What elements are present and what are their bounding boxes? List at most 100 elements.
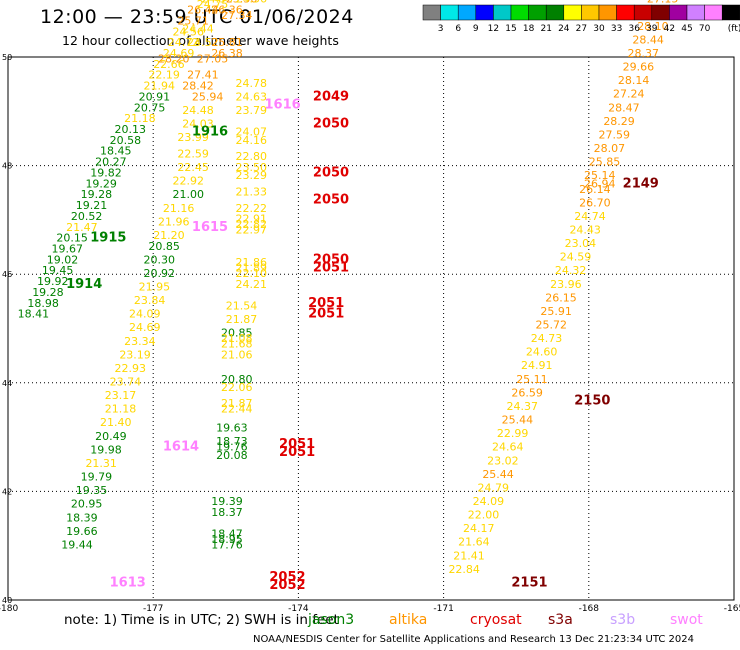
pass-time-label: 1616 [265,98,301,113]
wave-height-label: 22.91 [235,213,266,226]
wave-height-label: 21.95 [139,280,171,293]
pass-time-label: 1914 [66,277,102,292]
wave-height-label: 24.78 [235,77,266,90]
wave-height-label: 24.63 [235,90,266,103]
wave-height-label: 26.59 [511,386,543,399]
colorbar-tick: 12 [488,24,499,34]
wave-height-label: 21.89 [235,261,266,274]
wave-height-label: 22.10 [235,267,266,280]
wave-height-label: 24.17 [463,522,495,535]
wave-height-label: 21.86 [235,256,266,269]
wave-height-label: 20.49 [95,430,127,443]
wave-height-label: 24.32 [555,264,587,277]
plot-frame [7,56,735,601]
wave-height-label: 27.24 [613,88,645,101]
wave-height-label: 21.54 [226,299,257,312]
pass-time-label: 2050 [313,165,349,180]
wave-height-label: 20.30 [144,253,176,266]
wave-height-label: 19.28 [32,286,64,299]
pass-time-label: 1613 [110,575,146,590]
legend-swot: swot [670,612,703,628]
wave-height-label: 23.84 [134,294,166,307]
wave-height-label: 25.44 [482,468,514,481]
wave-height-label: 25.72 [536,319,568,332]
colorbar-swatch [581,4,600,21]
wave-height-label: 26.70 [579,196,611,209]
wave-height-label: 21.40 [100,416,131,429]
colorbar-swatch [669,4,688,21]
wave-height-label: 23.79 [235,104,266,117]
wave-height-label: 18.37 [211,506,243,519]
wave-height-label: 24.79 [477,481,509,494]
wave-height-label: 23.34 [124,335,156,348]
colorbar-swatch [493,4,512,21]
wave-height-label: 26.38 [211,47,243,60]
pass-time-label: 2051 [308,307,344,322]
wave-height-label: 28.07 [594,142,626,155]
wave-height-label: 22.66 [153,58,185,71]
wave-height-label: 19.76 [216,441,248,454]
wave-height-label: 22.92 [173,175,205,188]
wave-height-label: 24.09 [473,495,505,508]
colorbar-swatch [704,4,723,21]
pass-time-label: 2051 [308,296,344,311]
wave-height-label: 23.99 [177,131,209,144]
pass-time-label: 1916 [192,125,228,140]
wave-height-label: 28.10 [637,20,669,33]
colorbar-swatch [616,4,635,21]
pass-time-label: 2150 [574,394,610,409]
wave-height-label: 24.91 [521,359,553,372]
wave-height-label: 25.14 [584,169,616,182]
wave-height-label: 19.21 [76,199,108,212]
colorbar-tick: 30 [593,24,605,34]
wave-height-label: 28.42 [182,80,214,93]
wave-height-label: 21.33 [235,185,266,198]
wave-height-label: 25.44 [502,414,534,427]
colorbar-tick: 3 [438,24,444,34]
wave-height-label: 18.41 [18,308,50,321]
legend-cryosat: cryosat [470,612,522,628]
wave-height-label: 27.59 [598,128,630,141]
wave-height-label: 22.59 [177,147,209,160]
wave-height-label: 21.18 [105,403,137,416]
colorbar-tick: 24 [558,24,570,34]
wave-height-label: 20.75 [134,101,166,114]
legend-s3b: s3b [610,612,636,628]
wave-height-label: 17.76 [211,538,243,551]
colorbar-swatch [475,4,494,21]
wave-height-label: 21.41 [453,549,485,562]
wave-height-label: 24.69 [163,47,195,60]
wave-height-label: 21.31 [85,457,117,470]
wave-height-label: 20.52 [71,210,103,223]
wave-height-label: 22.06 [221,381,253,394]
wave-height-label: 24.74 [574,210,606,223]
colorbar-swatch [686,4,705,21]
wave-height-label: 23.50 [235,161,266,174]
wave-height-label: 18.47 [211,528,243,541]
wave-height-label: 22.84 [448,563,480,576]
wave-height-label: 24.48 [182,104,214,117]
wave-height-label: 22.45 [177,161,209,174]
wave-height-label: 19.45 [42,264,74,277]
wave-height-label: 18.45 [100,145,131,158]
colorbar-tick: 9 [473,24,479,34]
wave-height-label: 19.79 [81,471,113,484]
pass-time-label: 1614 [163,440,199,455]
colorbar-swatch [651,4,670,21]
colorbar-tick: 21 [540,24,551,34]
wave-height-label: 22.44 [221,403,253,416]
wave-height-label: 18.98 [27,297,59,310]
wave-height-label: 22.97 [235,223,266,236]
wave-height-label: 24.69 [129,321,161,334]
pass-time-label: 2051 [313,260,349,275]
wave-height-label: 22.19 [148,69,180,82]
pass-time-label: 2051 [279,437,315,452]
y-tick-label: 46 [2,270,12,279]
legend-jason3: jason3 [308,612,355,628]
wave-height-label: 18.73 [216,435,248,448]
pass-time-label: 2052 [269,578,305,593]
wave-height-label: 20.13 [114,123,146,136]
wave-height-label: 19.98 [90,443,122,456]
pass-time-label: 2151 [511,575,547,590]
